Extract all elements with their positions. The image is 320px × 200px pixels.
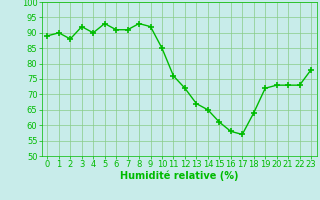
X-axis label: Humidité relative (%): Humidité relative (%) [120,171,238,181]
